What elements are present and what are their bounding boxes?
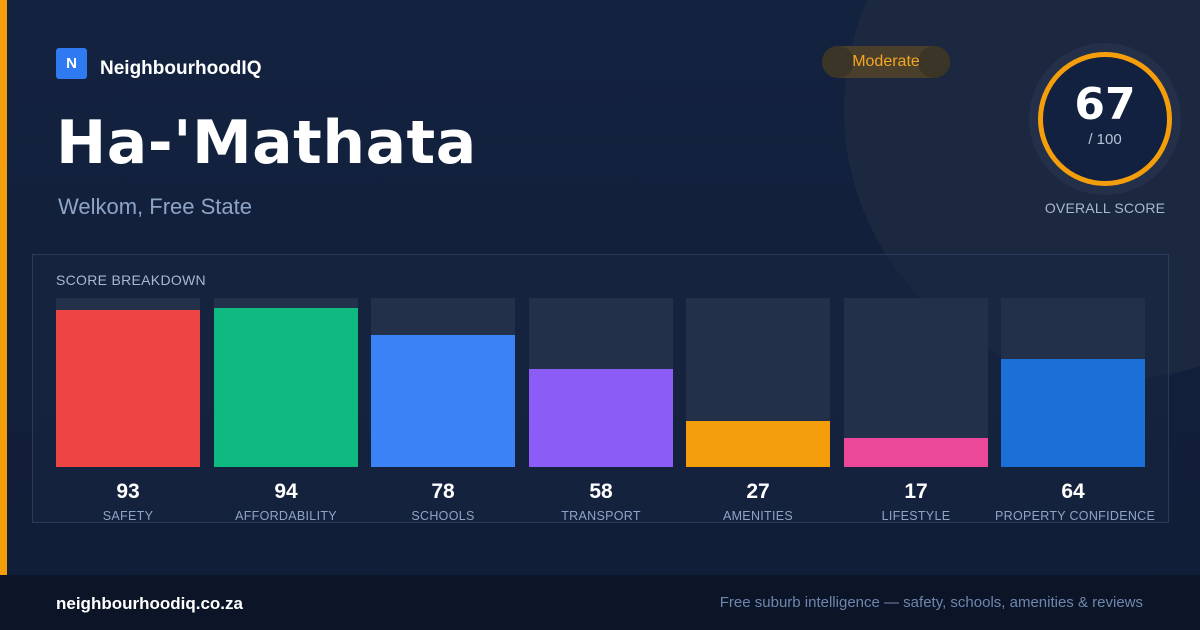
breakdown-title: SCORE BREAKDOWN — [56, 272, 206, 288]
overall-score-caption: OVERALL SCORE — [1044, 200, 1166, 216]
suburb-title: Ha-'Mathata — [56, 108, 477, 178]
brand-name: NeighbourhoodIQ — [100, 58, 262, 79]
rating-label: Moderate — [852, 53, 920, 70]
suburb-location: Welkom, Free State — [58, 194, 252, 219]
bar-track — [529, 298, 673, 467]
bar-fill — [371, 335, 515, 467]
bar-track — [1001, 298, 1145, 467]
bar-value: 17 — [904, 480, 928, 503]
score-breakdown-panel: SCORE BREAKDOWN 93 SAFETY 94 AFFORDABILITY 7… — [32, 254, 1169, 523]
bar-value: 94 — [274, 480, 298, 503]
bar-label: AFFORDABILITY — [235, 509, 337, 523]
brand[interactable]: N NeighbourhoodIQ — [56, 46, 261, 80]
bar-value: 27 — [746, 480, 770, 503]
bar-label: SCHOOLS — [411, 509, 475, 523]
bar-value: 93 — [116, 480, 140, 503]
bar-label: TRANSPORT — [561, 509, 641, 523]
footer-tagline: Free suburb intelligence — safety, schoo… — [719, 594, 1143, 611]
bar-track — [214, 298, 358, 467]
bar-track — [844, 298, 988, 467]
bar-fill — [686, 421, 830, 467]
footer-url-link[interactable]: neighbourhoodiq.co.za — [56, 594, 243, 613]
accent-bar — [0, 0, 7, 575]
bar-label: LIFESTYLE — [881, 509, 951, 523]
bar-fill — [529, 369, 673, 467]
bar-value: 58 — [589, 480, 613, 503]
brand-logo-icon: N — [56, 47, 87, 79]
overall-score-max: / 100 — [1088, 131, 1122, 148]
bar-label: AMENITIES — [722, 509, 794, 523]
rating-badge: Moderate — [822, 46, 950, 78]
bar-label: SAFETY — [102, 509, 154, 523]
bar-track — [56, 298, 200, 467]
footer: neighbourhoodiq.co.za Free suburb intell… — [0, 575, 1200, 630]
bar-track — [371, 298, 515, 467]
overall-score-gauge: 67 / 100 — [1029, 43, 1181, 195]
bar-track — [686, 298, 830, 467]
bar-fill — [214, 308, 358, 467]
score-ring — [1038, 52, 1172, 186]
bar-fill — [56, 310, 200, 467]
bar-label: PROPERTY CONFIDENCE — [995, 509, 1156, 523]
overall-score-value: 67 — [1074, 79, 1136, 130]
bar-value: 64 — [1061, 480, 1085, 503]
bar-value: 78 — [431, 480, 455, 503]
bar-fill — [1001, 359, 1145, 467]
bar-fill — [844, 438, 988, 467]
